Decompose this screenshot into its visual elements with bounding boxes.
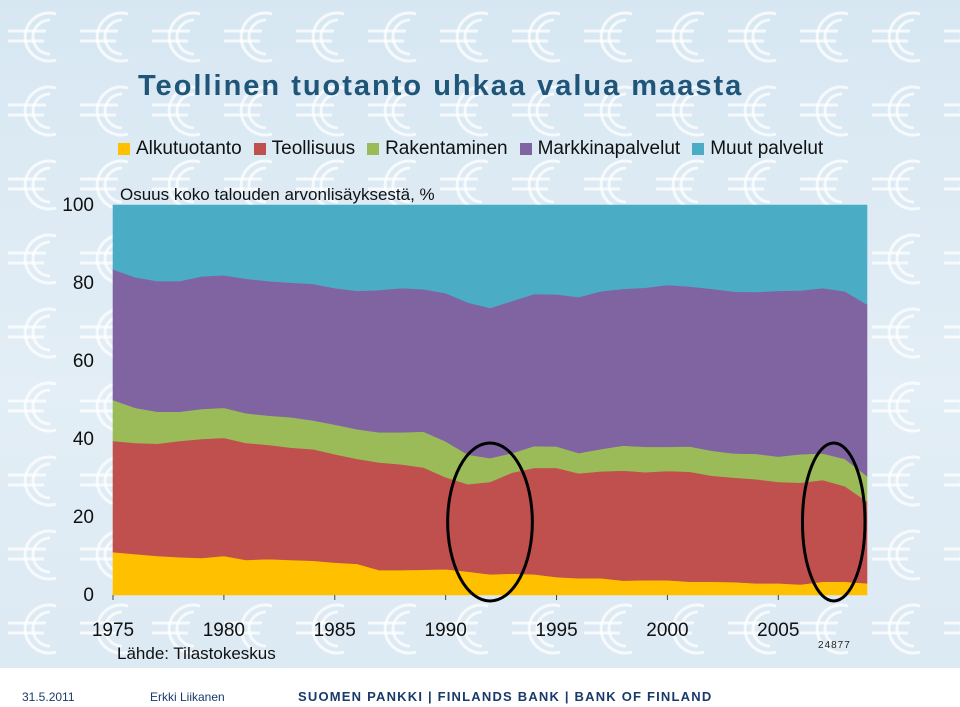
legend-item-rakentaminen: Rakentaminen bbox=[367, 138, 508, 160]
legend-swatch bbox=[519, 143, 532, 155]
legend-item-muut-palvelut: Muut palvelut bbox=[692, 138, 823, 160]
legend-label: Muut palvelut bbox=[710, 138, 824, 159]
y-axis-ticks: 0 20 40 60 80 100 bbox=[62, 195, 94, 606]
x-tick-label: 1985 bbox=[314, 620, 356, 641]
x-axis-ticks: 1975 1980 1985 1990 1995 2000 2005 bbox=[92, 595, 799, 641]
legend-item-markkinapalvelut: Markkinapalvelut bbox=[519, 138, 681, 160]
stacked-area-chart: 0 20 40 60 80 100 1975 1980 1985 1990 1995 2000 200… bbox=[62, 185, 868, 663]
footer-organization: SUOMEN PANKKI | FINLANDS BANK | BANK OF … bbox=[298, 689, 713, 704]
y-tick-label: 20 bbox=[73, 507, 94, 528]
footer-date: 31.5.2011 bbox=[22, 690, 75, 704]
note-id: 24877 bbox=[818, 640, 851, 651]
footer-author: Erkki Liikanen bbox=[150, 690, 225, 704]
slide-footer: 31.5.2011 Erkki Liikanen SUOMEN PANKKI |… bbox=[0, 668, 960, 707]
x-tick-label: 2005 bbox=[757, 620, 799, 641]
slide-title: Teollinen tuotanto uhkaa valua maasta bbox=[138, 70, 744, 102]
y-tick-label: 60 bbox=[73, 351, 94, 372]
x-tick-label: 1995 bbox=[535, 620, 577, 641]
x-tick-label: 1990 bbox=[425, 620, 467, 641]
chart-subtitle: Osuus koko talouden arvonlisäyksestä, % bbox=[120, 185, 435, 204]
legend-item-alkutuotanto: Alkutuotanto bbox=[118, 138, 242, 160]
legend-label: Markkinapalvelut bbox=[537, 138, 681, 159]
highlight-ellipses bbox=[446, 441, 867, 603]
x-tick-label: 1980 bbox=[203, 620, 245, 641]
chart-legend: Alkutuotanto Teollisuus Rakentaminen Mar… bbox=[118, 138, 835, 160]
x-tick-label: 2000 bbox=[646, 620, 688, 641]
highlight-ellipse bbox=[446, 441, 534, 603]
y-tick-label: 100 bbox=[62, 195, 94, 216]
y-tick-label: 0 bbox=[83, 585, 94, 606]
legend-swatch bbox=[253, 143, 266, 155]
legend-label: Rakentaminen bbox=[385, 138, 508, 159]
legend-swatch bbox=[692, 143, 705, 155]
x-tick-label: 1975 bbox=[92, 620, 134, 641]
legend-label: Teollisuus bbox=[271, 138, 356, 159]
legend-swatch bbox=[367, 143, 380, 155]
chart-source: Lähde: Tilastokeskus bbox=[117, 644, 276, 663]
area-muut-palvelut bbox=[112, 204, 868, 309]
highlight-ellipse bbox=[800, 441, 867, 603]
chart-areas bbox=[112, 204, 868, 596]
legend-label: Alkutuotanto bbox=[136, 138, 242, 159]
y-tick-label: 40 bbox=[73, 429, 94, 450]
legend-swatch bbox=[118, 143, 130, 155]
legend-item-teollisuus: Teollisuus bbox=[253, 138, 356, 160]
y-tick-label: 80 bbox=[73, 273, 94, 294]
